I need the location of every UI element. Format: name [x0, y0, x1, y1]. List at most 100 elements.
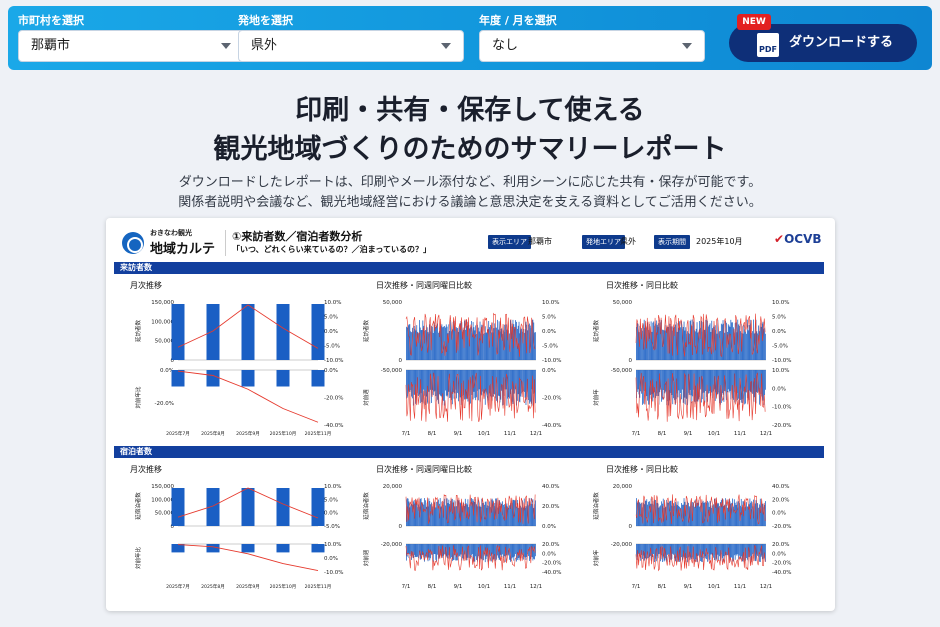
s1p2-daily-bar: [649, 501, 650, 526]
s1p2-daily-diff-bar: [690, 544, 692, 558]
s0p2-daily-bar: [733, 332, 735, 360]
s1p2-daily-diff-bar: [694, 544, 695, 562]
download-pdf-button[interactable]: PDF NEW ダウンロードする: [729, 14, 917, 62]
s1p1-left-top-tick: 20,000: [383, 484, 403, 490]
s1p0-left-top-tick: 100,000: [151, 497, 174, 503]
s0p2-daily-diff-bar: [651, 370, 653, 395]
s1p1-daily-bar: [456, 506, 458, 526]
s0p1-daily-diff-bar: [473, 370, 475, 392]
s1p1-daily-bar: [442, 504, 444, 526]
origin-filter-label: 発地を選択: [238, 14, 293, 27]
s0p2-daily-bar: [650, 321, 652, 360]
s1p2-daily-diff-bar: [662, 544, 663, 563]
s1p2-daily-bar: [698, 500, 700, 526]
s1p2-daily-bar: [658, 507, 660, 526]
s0p2-daily-diff-bar: [756, 370, 758, 393]
s1p1-daily-diff-bar: [425, 544, 426, 557]
s1p1-daily-bar: [435, 507, 437, 526]
s0p1-daily-bar: [474, 330, 476, 360]
s0p2-left-bottom-tick: -50,000: [611, 368, 633, 374]
s1p1-right-bottom-tick: -40.0%: [542, 570, 561, 576]
s0p2-right-top-tick: -5.0%: [772, 344, 788, 350]
s1p2-daily-diff-bar: [636, 544, 638, 557]
s0p1-daily-bar: [510, 323, 512, 360]
s1p1-daily-diff-bar: [506, 544, 508, 556]
period-filter-label: 年度 / 月を選択: [479, 14, 557, 27]
s0p2-daily-diff-bar: [646, 370, 648, 397]
s0p1-daily-diff-bar: [466, 370, 468, 399]
s0p1-daily-bar: [438, 332, 439, 360]
s0p2-daily-bar: [640, 329, 642, 360]
s0p2-left-top-tick: 0: [629, 358, 633, 364]
s0p2-daily-diff-bar: [739, 370, 740, 405]
s0p1-daily-diff-bar: [486, 370, 488, 395]
s1p1-daily-bar: [525, 506, 527, 526]
s0p1-daily-diff-bar: [496, 370, 497, 401]
s1p1-daily-bar: [440, 506, 442, 526]
s0p2-daily-bar: [765, 333, 766, 360]
s0p1-daily-bar: [441, 324, 443, 360]
s0p1-daily-diff-bar: [514, 370, 516, 394]
s1p1-daily-diff-bar: [497, 544, 498, 556]
origin-select[interactable]: 県外: [238, 30, 464, 62]
s1p2-daily-bar: [668, 502, 669, 526]
s1p2-daily-diff-bar: [738, 544, 740, 560]
s0p1-daily-diff-bar: [490, 370, 492, 398]
s0p1-daily-diff-bar: [439, 370, 441, 396]
s0p1-daily-bar: [412, 331, 414, 360]
s0p1-daily-bar: [495, 327, 497, 360]
s0p1-daily-diff-bar: [447, 370, 449, 396]
s0p2-daily-bar: [673, 327, 675, 360]
s0p1-daily-diff-bar: [456, 370, 458, 399]
s0p2-daily-diff-bar: [709, 370, 711, 392]
s0p2-right-top-tick: 10.0%: [772, 300, 789, 306]
s1p2-daily-bar: [650, 498, 652, 526]
s0p1-x-tick: 11/1: [504, 431, 516, 437]
s0p2-daily-diff-bar: [664, 370, 666, 394]
s0p1-daily-diff-bar: [500, 370, 502, 400]
s0p2-x-tick: 9/1: [684, 431, 693, 437]
s0p1-daily-diff-bar: [521, 370, 523, 394]
s0p1-daily-diff-bar: [509, 370, 510, 399]
s0p1-daily-bar: [517, 325, 519, 360]
s0p2-right-bottom-tick: 10.0%: [772, 368, 789, 374]
s1p2-daily-diff-bar: [742, 544, 744, 562]
s0p2-daily-bar: [658, 323, 660, 360]
s0p1-daily-bar: [504, 331, 506, 360]
s1p1-daily-bar: [486, 507, 488, 526]
s0p2-daily-diff-bar: [747, 370, 749, 397]
s1p2-daily-bar: [726, 504, 727, 526]
s1p2-daily-bar: [754, 503, 756, 526]
s0p2-daily-bar: [720, 323, 722, 360]
municipality-select[interactable]: 那覇市: [18, 30, 244, 62]
s1p1-daily-diff-bar: [460, 544, 462, 555]
s0p2-daily-diff-bar: [741, 370, 743, 400]
s0p1-daily-bar: [419, 327, 421, 360]
s1p2-daily-diff-bar: [746, 544, 748, 560]
s1p2-daily-bar: [678, 506, 680, 526]
s1p2-daily-diff-bar: [753, 544, 754, 556]
s1p1-right-bottom-tick: -20.0%: [542, 561, 561, 567]
s0p0-left-top-tick: 50,000: [155, 339, 175, 345]
s0p2-daily-bar: [698, 331, 700, 360]
s0p1-right-top-tick: 10.0%: [542, 300, 559, 306]
s0p1-right-top-tick: 0.0%: [542, 329, 556, 335]
s0p2-daily-bar: [642, 330, 643, 360]
s0p1-x-tick: 8/1: [428, 431, 437, 437]
s0p2-daily-bar: [717, 319, 719, 360]
s1p2-daily-diff-bar: [758, 544, 759, 557]
s1p1-daily-diff-bar: [432, 544, 433, 556]
period-select[interactable]: なし: [479, 30, 705, 62]
s1p1-daily-diff-bar: [535, 544, 536, 557]
s0p1-daily-bar: [507, 330, 509, 360]
s1p2-daily-diff-bar: [667, 544, 668, 555]
s0p2-daily-diff-bar: [727, 370, 728, 393]
s1p1-daily-bar: [409, 507, 411, 526]
s1p2-daily-diff-bar: [714, 544, 715, 560]
s0p2-right-bottom-tick: 0.0%: [772, 386, 786, 392]
s0p1-daily-diff-bar: [428, 370, 430, 392]
s0p1-daily-line: [405, 312, 536, 357]
s1p2-daily-bar: [759, 498, 761, 526]
s0p0-bar: [171, 304, 185, 360]
s1p1-daily-diff-bar: [484, 544, 485, 555]
